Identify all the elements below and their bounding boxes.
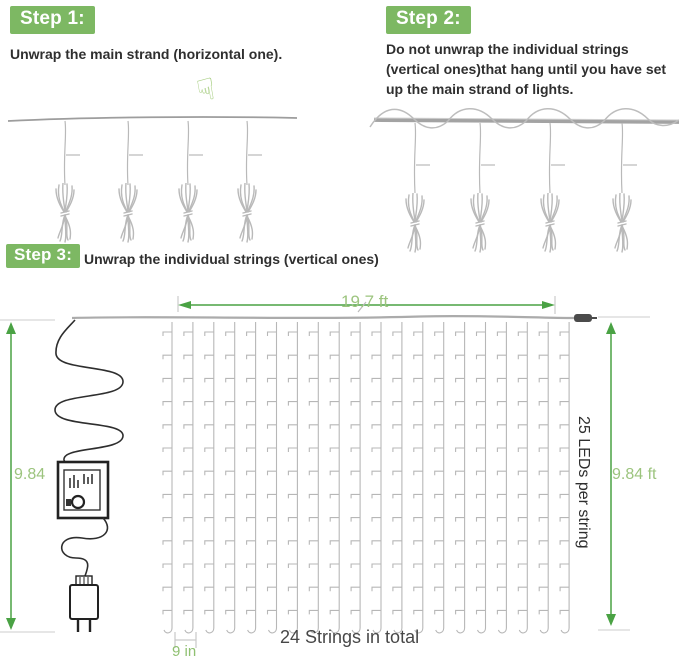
step3-badge: Step 3: bbox=[6, 244, 81, 268]
step1-badge: Step 1: bbox=[10, 6, 95, 34]
curtain-diagram bbox=[0, 296, 650, 648]
curtain-main-strand bbox=[71, 314, 575, 320]
light-string bbox=[287, 322, 298, 634]
step2-wrapped-wire bbox=[369, 108, 679, 129]
left-height-dimension-label: 9.84 bbox=[14, 466, 46, 483]
curtain-strings bbox=[162, 322, 570, 634]
right-height-dimension-label: 9.84 ft bbox=[612, 466, 657, 483]
light-string bbox=[392, 322, 403, 634]
string-spacing-label: 9 in bbox=[172, 643, 197, 660]
light-string bbox=[517, 322, 528, 634]
light-string bbox=[559, 322, 570, 634]
light-string bbox=[455, 322, 466, 634]
width-dimension-arrow bbox=[177, 296, 556, 314]
left-height-dimension-arrow bbox=[6, 322, 16, 630]
step2-badge: Step 2: bbox=[386, 6, 471, 34]
light-string bbox=[266, 322, 278, 634]
wire-bundle bbox=[405, 193, 425, 253]
light-string bbox=[350, 322, 361, 634]
light-string bbox=[162, 322, 173, 634]
step1-main-strand bbox=[7, 116, 298, 122]
step1-text: Unwrap the main strand (horizontal one). bbox=[10, 46, 283, 62]
step2-hanging-strings bbox=[413, 122, 637, 194]
power-cord-coil bbox=[54, 319, 124, 465]
controller-markings bbox=[69, 474, 93, 488]
power-plug bbox=[69, 575, 99, 632]
step1-illustration bbox=[7, 116, 298, 243]
light-string bbox=[329, 322, 340, 634]
leds-per-string-label: 25 LEDs per string bbox=[575, 416, 592, 549]
light-string bbox=[308, 322, 319, 634]
wire-bundle bbox=[178, 183, 198, 243]
light-string bbox=[475, 322, 487, 634]
light-string bbox=[538, 322, 549, 634]
light-string bbox=[413, 322, 424, 634]
light-string bbox=[371, 322, 382, 634]
power-cord-lower bbox=[60, 517, 109, 577]
right-height-dimension-arrow bbox=[606, 322, 616, 626]
width-dimension-label: 19.7 ft bbox=[341, 292, 389, 311]
spacing-bracket bbox=[174, 632, 197, 648]
controller-nub bbox=[66, 499, 71, 506]
wire-bundle bbox=[118, 183, 138, 243]
controller-box bbox=[56, 460, 110, 520]
step2-illustration bbox=[369, 108, 679, 253]
wire-bundle bbox=[55, 183, 75, 243]
wire-bundle bbox=[470, 193, 490, 253]
light-string bbox=[183, 322, 194, 634]
light-string bbox=[496, 322, 507, 634]
light-string bbox=[225, 322, 236, 634]
wire-bundle bbox=[237, 183, 257, 243]
controller-button bbox=[70, 494, 86, 510]
light-string bbox=[246, 322, 257, 634]
light-string bbox=[204, 322, 215, 634]
step2-text: Do not unwrap the individual strings (ve… bbox=[386, 41, 667, 97]
total-strings-label: 24 Strings in total bbox=[280, 627, 420, 647]
strand-connector bbox=[574, 314, 592, 322]
wire-bundle bbox=[540, 193, 560, 253]
step1-hanging-strings bbox=[63, 120, 262, 186]
step3-text: Unwrap the individual strings (vertical … bbox=[84, 251, 379, 267]
light-string bbox=[434, 322, 445, 634]
wire-bundle bbox=[612, 193, 632, 253]
